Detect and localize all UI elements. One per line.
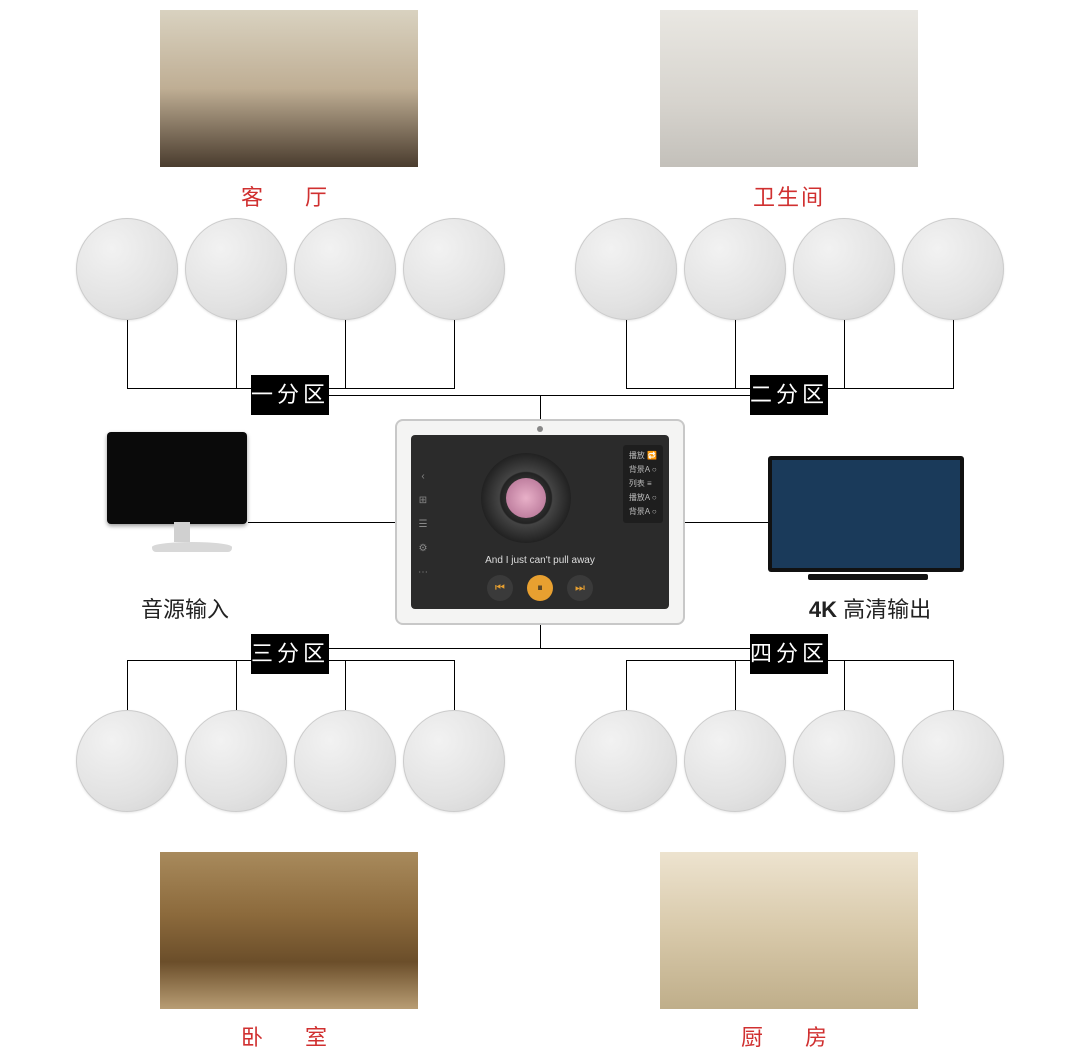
speaker-icon: [575, 710, 677, 812]
wire: [735, 660, 736, 710]
controller-side-menu: 播放 🔁 背景A ○ 列表 ≡ 播放A ○ 背景A ○: [623, 445, 663, 523]
speaker-icon: [575, 218, 677, 320]
wire: [735, 320, 736, 388]
wire: [685, 522, 768, 523]
speaker-icon: [294, 218, 396, 320]
side-menu-item: 播放A ○: [629, 491, 657, 505]
wire: [540, 625, 541, 648]
wire: [345, 660, 346, 710]
room-photo-bathroom: [660, 10, 918, 167]
room-label-living: 客 厅: [160, 180, 418, 212]
next-icon: ⏭: [567, 575, 593, 601]
source-in-label: 音源输入: [110, 592, 260, 624]
room-label-bedroom: 卧 室: [160, 1020, 418, 1052]
wire: [329, 648, 751, 649]
room-photo-kitchen: [660, 852, 918, 1009]
prev-icon: ⏮: [487, 575, 513, 601]
speaker-icon: [403, 218, 505, 320]
wire: [345, 320, 346, 388]
speaker-icon: [902, 710, 1004, 812]
pause-icon: ⏸: [527, 575, 553, 601]
speaker-icon: [902, 218, 1004, 320]
speaker-icon: [185, 710, 287, 812]
side-menu-item: 背景A ○: [629, 505, 657, 519]
side-menu-item: 播放 🔁: [629, 449, 657, 463]
speaker-icon: [185, 218, 287, 320]
wire: [454, 320, 455, 388]
output-4k-bold: 4K: [809, 597, 837, 622]
side-menu-item: 列表 ≡: [629, 477, 657, 491]
speaker-icon: [684, 218, 786, 320]
speaker-icon: [76, 710, 178, 812]
tv-output-icon: [768, 456, 968, 580]
zone-label-one: 一分区: [251, 375, 329, 415]
room-label-kitchen: 厨 房: [660, 1020, 918, 1052]
zone-label-three: 三分区: [251, 634, 329, 674]
room-label-bathroom: 卫生间: [660, 180, 918, 212]
output-4k-label: 4K 高清输出: [770, 592, 970, 624]
wire: [236, 320, 237, 388]
zone-label-two: 二分区: [750, 375, 828, 415]
output-4k-rest: 高清输出: [837, 597, 931, 622]
wire: [236, 660, 237, 710]
wire: [540, 395, 541, 419]
wire: [844, 320, 845, 388]
wire: [844, 660, 845, 710]
wire: [626, 660, 627, 710]
wire: [127, 660, 128, 710]
controller-left-icons: ‹⊞☰⚙⋯: [415, 465, 431, 585]
speaker-icon: [76, 218, 178, 320]
wire: [953, 320, 954, 388]
camera-dot-icon: [537, 426, 543, 432]
speaker-icon: [684, 710, 786, 812]
room-photo-living: [160, 10, 418, 167]
wire: [248, 522, 395, 523]
wire: [953, 660, 954, 710]
room-photo-bedroom: [160, 852, 418, 1009]
controller-tablet: ‹⊞☰⚙⋯ 播放 🔁 背景A ○ 列表 ≡ 播放A ○ 背景A ○ And I …: [395, 419, 685, 625]
speaker-icon: [793, 710, 895, 812]
controller-screen: ‹⊞☰⚙⋯ 播放 🔁 背景A ○ 列表 ≡ 播放A ○ 背景A ○ And I …: [411, 435, 669, 609]
lyric-text: And I just can't pull away: [411, 555, 669, 566]
vinyl-disc-icon: [481, 453, 571, 543]
controller-buttons: ⏮ ⏸ ⏭: [411, 575, 669, 601]
wire: [127, 320, 128, 388]
side-menu-item: 背景A ○: [629, 463, 657, 477]
zone-label-four: 四分区: [750, 634, 828, 674]
source-monitor-icon: [107, 432, 257, 582]
wire: [626, 320, 627, 388]
speaker-icon: [793, 218, 895, 320]
wire: [454, 660, 455, 710]
speaker-icon: [294, 710, 396, 812]
speaker-icon: [403, 710, 505, 812]
